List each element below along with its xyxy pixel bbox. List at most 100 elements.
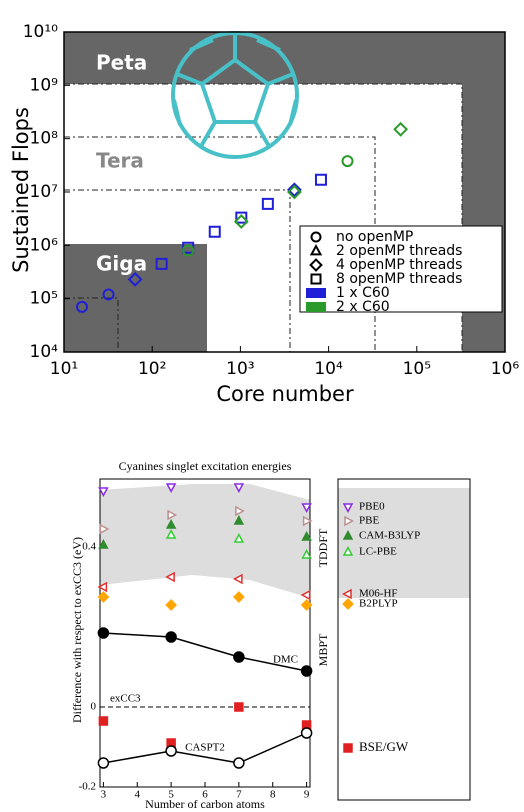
- data-point: [98, 487, 109, 497]
- series-line: [103, 732, 307, 764]
- data-point: [182, 244, 195, 257]
- legend-box: [299, 225, 503, 313]
- x-tick-label: 3: [101, 789, 107, 801]
- chart-title: Cyanines singlet excitation energies: [119, 459, 292, 473]
- legend-label: LC-PBE: [359, 546, 397, 558]
- data-point: [165, 571, 175, 583]
- reference-label: exCC3: [110, 693, 141, 705]
- y-tick-label: 10⁶: [30, 235, 59, 255]
- legend-marker: [344, 515, 354, 527]
- data-point: [301, 549, 312, 559]
- legend-label: B2PLYP: [359, 598, 398, 610]
- data-point: [393, 121, 409, 137]
- data-point: [300, 589, 311, 601]
- legend-swatch: [306, 302, 326, 312]
- legend-label: CAM-B3LYP: [359, 530, 420, 542]
- legend-label: PBE0: [359, 501, 385, 513]
- data-point: [99, 523, 110, 535]
- data-point: [97, 757, 110, 769]
- x-tick-label: 10⁴: [314, 359, 343, 379]
- data-point: [155, 257, 168, 270]
- data-point: [233, 757, 245, 769]
- y-tick-label: 0: [91, 701, 97, 713]
- legend-marker: [342, 503, 354, 513]
- x-tick-label: 8: [270, 789, 276, 801]
- data-point: [300, 599, 313, 611]
- series-label: CASPT2: [185, 742, 225, 754]
- legend-label: 2 openMP threads: [336, 243, 462, 259]
- legend-label: PBE: [359, 515, 379, 527]
- legend-marker: [342, 588, 352, 600]
- data-point: [233, 591, 245, 603]
- legend-label: BSE/GW: [359, 739, 409, 754]
- x-axis-label: Number of carbon atoms: [145, 797, 265, 811]
- data-point: [286, 182, 302, 198]
- data-point: [97, 581, 108, 593]
- data-point: [233, 483, 245, 493]
- data-point: [234, 702, 244, 712]
- legend-label: 2 x C60: [336, 299, 390, 315]
- legend-marker: [310, 231, 322, 243]
- x-tick-label: 10⁶: [491, 359, 520, 379]
- legend-marker: [309, 258, 323, 272]
- data-point: [341, 155, 354, 168]
- y-tick-label: 0.4: [82, 541, 96, 553]
- data-point: [235, 505, 245, 517]
- x-tick-label: 10²: [138, 359, 166, 379]
- y-tick-label: 10⁹: [30, 75, 59, 95]
- legend-label: M06-HF: [359, 588, 398, 600]
- y-tick-label: 10⁵: [30, 289, 58, 309]
- legend-swatch: [306, 288, 326, 298]
- legend-label: 8 openMP threads: [336, 271, 462, 287]
- data-point: [167, 509, 178, 521]
- y-axis-label: Sustained Flops: [9, 107, 33, 273]
- y-axis-label: Difference with respect to exCC3 (eV): [70, 537, 84, 723]
- x-axis-label: Core number: [216, 382, 354, 406]
- data-point: [102, 288, 115, 301]
- x-tick-label: 9: [304, 789, 310, 801]
- region-label: Peta: [96, 51, 147, 75]
- y-tick-label: 10⁸: [30, 129, 59, 149]
- x-tick-label: 10⁵: [403, 359, 431, 379]
- data-point: [232, 573, 243, 585]
- data-point: [165, 631, 177, 643]
- legend-marker: [309, 243, 323, 256]
- data-point: [301, 531, 312, 541]
- data-point: [127, 271, 143, 287]
- y-tick-label: -0.2: [79, 781, 96, 793]
- legend-marker: [343, 743, 353, 753]
- data-point: [165, 483, 177, 493]
- region-label: Giga: [96, 252, 147, 276]
- data-point: [233, 651, 245, 663]
- legend-marker: [310, 273, 322, 285]
- data-point: [286, 184, 302, 200]
- x-tick-label: 6: [202, 789, 208, 801]
- data-point: [300, 727, 313, 739]
- data-point: [98, 539, 109, 549]
- group-label: TDDFT: [316, 528, 330, 567]
- region-label: Tera: [96, 149, 144, 173]
- x-tick-label: 4: [135, 789, 141, 801]
- x-tick-label: 10³: [226, 359, 254, 379]
- y-tick-label: 10⁴: [30, 342, 59, 362]
- data-point: [76, 300, 89, 313]
- legend-marker: [342, 546, 354, 556]
- group-label: MBPT: [316, 633, 330, 666]
- x-tick-label: 7: [236, 789, 242, 801]
- legend-box: [337, 478, 471, 801]
- data-point: [314, 173, 327, 186]
- data-point: [98, 716, 109, 726]
- chart-2: Cyanines singlet excitation energies 3 4 5 6…: [70, 459, 421, 811]
- legend-label: no openMP: [336, 229, 413, 245]
- tddft-band: [100, 484, 310, 598]
- data-point: [233, 515, 245, 525]
- data-point: [97, 627, 110, 639]
- data-point: [261, 197, 274, 210]
- series-line: [103, 632, 307, 672]
- data-point: [301, 503, 312, 513]
- c60-molecule: [171, 31, 299, 159]
- x-tick-label: 10¹: [50, 359, 78, 379]
- y-tick-label: 10¹⁰: [23, 22, 58, 42]
